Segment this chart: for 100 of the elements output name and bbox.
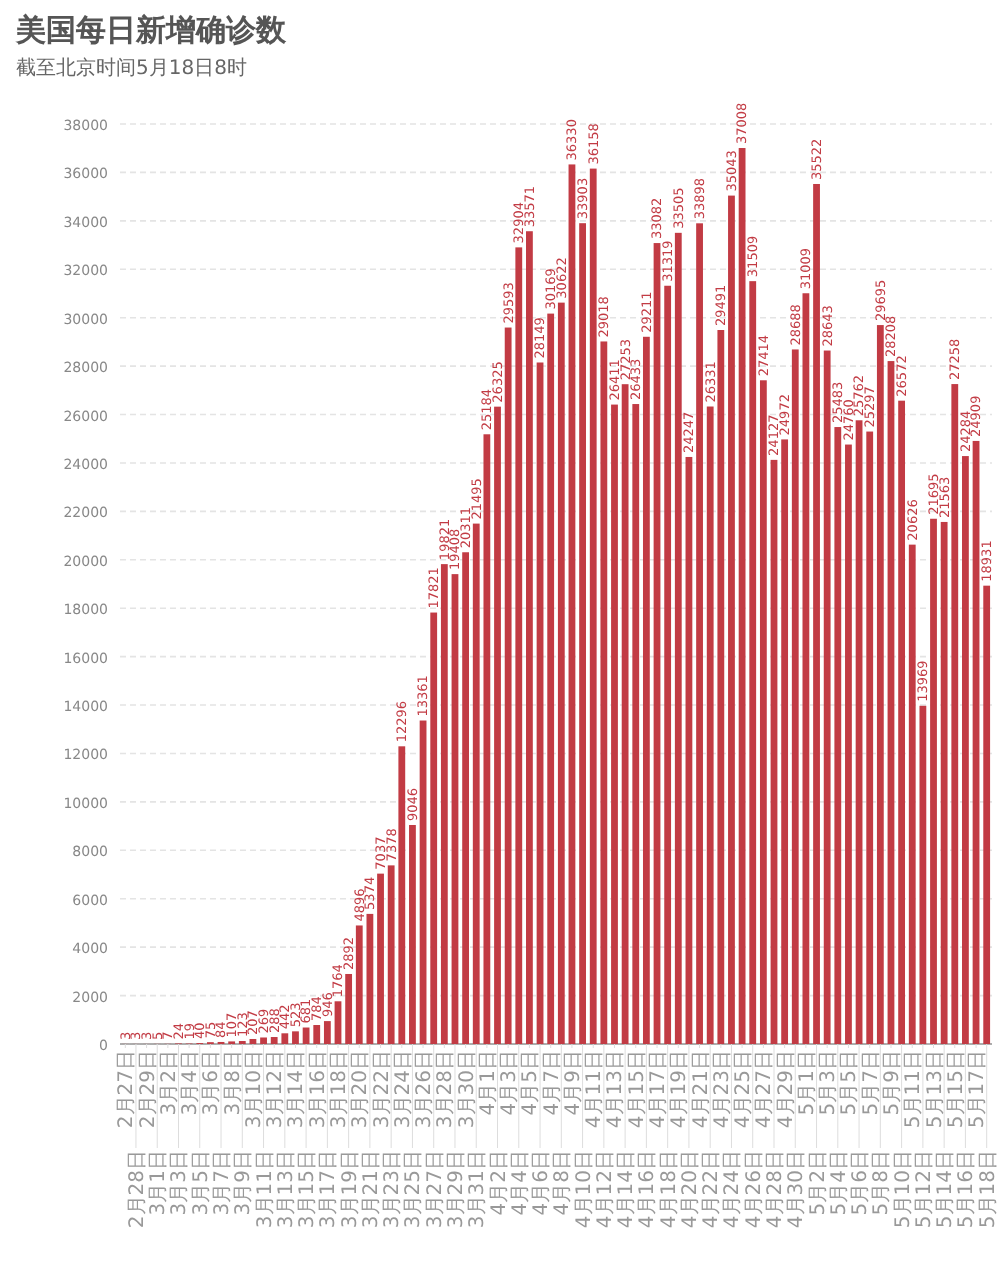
bar	[440, 564, 448, 1044]
x-tick-label: 3月2日	[158, 1050, 181, 1116]
x-tick-label: 3月13日	[275, 1150, 298, 1229]
x-tick-label: 4月4日	[509, 1150, 532, 1216]
x-tick-label: 4月23日	[711, 1050, 734, 1129]
x-tick-label: 4月11日	[584, 1050, 607, 1129]
x-tick-label: 4月10日	[573, 1150, 596, 1229]
x-tick-label: 3月5日	[190, 1150, 213, 1216]
x-tick-label: 3月9日	[233, 1150, 256, 1216]
x-tick-label: 4月29日	[775, 1050, 798, 1129]
bar	[728, 195, 735, 1044]
x-tick-label: 5月11日	[903, 1050, 926, 1129]
x-tick-label: 4月21日	[690, 1050, 713, 1129]
x-tick-label: 3月29日	[445, 1150, 468, 1229]
x-tick-label: 4月14日	[616, 1150, 639, 1229]
bar	[292, 1031, 299, 1044]
x-tick-label: 5月18日	[977, 1150, 1000, 1229]
bar	[664, 285, 672, 1044]
x-tick-label: 4月19日	[669, 1050, 692, 1129]
x-tick-label: 4月17日	[648, 1050, 671, 1129]
x-tick-label: 3月30日	[456, 1050, 479, 1129]
bar	[696, 223, 703, 1044]
x-tick-label: 4月20日	[679, 1150, 702, 1229]
bar	[526, 231, 533, 1044]
x-tick-label: 3月26日	[414, 1050, 437, 1129]
x-tick-label: 4月16日	[637, 1150, 660, 1229]
x-tick-label: 5月16日	[956, 1150, 979, 1229]
x-tick-label: 5月8日	[871, 1150, 894, 1216]
x-tick-label: 3月20日	[350, 1050, 373, 1129]
bar	[547, 313, 555, 1044]
x-tick-label: 5月1日	[796, 1050, 819, 1116]
x-tick-label: 4月12日	[594, 1150, 617, 1229]
bar	[759, 380, 767, 1044]
chart-title: 美国每日新增确诊数	[14, 12, 288, 48]
x-tick-label: 4月28日	[765, 1150, 787, 1229]
x-tick-label: 5月10日	[892, 1150, 915, 1229]
x-tick-label: 3月11日	[254, 1150, 277, 1229]
x-tick-label: 4月2日	[488, 1150, 511, 1216]
x-tick-label: 4月8日	[552, 1150, 575, 1216]
bar	[813, 183, 820, 1044]
x-tick-label: 2月28日	[126, 1150, 149, 1229]
x-tick-label: 5月7日	[860, 1050, 883, 1116]
bar	[260, 1037, 267, 1044]
x-tick-label: 5月17日	[967, 1050, 990, 1129]
x-tick-label: 3月24日	[392, 1050, 415, 1129]
bar	[494, 406, 501, 1044]
x-tick-label: 4月1日	[477, 1050, 500, 1116]
x-tick-label: 3月22日	[371, 1050, 394, 1129]
bar	[642, 336, 650, 1044]
bar	[377, 873, 384, 1044]
bar	[345, 973, 353, 1044]
x-tick-label: 2月27日	[116, 1050, 139, 1129]
x-tick-label: 5月9日	[881, 1050, 904, 1116]
x-tick-label: 3月16日	[307, 1050, 330, 1129]
x-tick-label: 4月5日	[520, 1050, 543, 1116]
bar	[962, 456, 969, 1044]
bar	[866, 431, 874, 1044]
bar	[611, 404, 618, 1044]
bar	[898, 400, 906, 1044]
x-tick-label: 3月12日	[265, 1050, 288, 1129]
x-tick-label: 4月3日	[499, 1050, 522, 1116]
x-tick-label: 4月13日	[605, 1050, 628, 1129]
x-tick-label: 3月23日	[382, 1150, 405, 1229]
x-tick-label: 5月2日	[807, 1150, 830, 1216]
x-tick-label: 5月6日	[850, 1150, 873, 1216]
bar	[876, 325, 884, 1044]
x-tick-label: 3月8日	[222, 1050, 245, 1116]
bar	[930, 518, 937, 1044]
x-tick-label: 4月26日	[743, 1150, 766, 1229]
bar	[579, 223, 586, 1044]
x-tick-label: 4月7日	[541, 1050, 564, 1116]
x-tick-label: 5月14日	[935, 1150, 958, 1229]
x-tick-label: 5月3日	[818, 1050, 841, 1116]
x-tick-label: 3月15日	[297, 1150, 320, 1229]
x-tick-label: 3月18日	[329, 1050, 351, 1129]
bar	[323, 1021, 331, 1044]
bar	[845, 444, 852, 1044]
bar	[557, 302, 565, 1044]
bar	[674, 232, 682, 1044]
x-tick-label: 5月15日	[945, 1050, 968, 1129]
x-tick-label: 3月17日	[318, 1150, 341, 1229]
x-tick-label: 3月1日	[148, 1150, 171, 1216]
x-tick-label: 3月31日	[467, 1150, 490, 1229]
x-tick-label: 5月13日	[924, 1050, 947, 1129]
x-tick-label: 4月25日	[733, 1050, 756, 1129]
x-tick-label: 2月29日	[137, 1050, 160, 1129]
x-tick-label: 3月19日	[339, 1150, 362, 1229]
x-tick-label: 3月27日	[424, 1150, 447, 1229]
bar	[462, 552, 470, 1044]
x-tick-label: 4月22日	[701, 1150, 724, 1229]
bar	[781, 439, 789, 1044]
bar	[409, 824, 416, 1044]
x-tick-label: 5月12日	[913, 1150, 936, 1229]
x-tick-label: 5月5日	[839, 1050, 862, 1116]
x-tick-label: 4月30日	[786, 1150, 809, 1229]
x-tick-label: 4月24日	[722, 1150, 745, 1229]
x-tick-label: 3月25日	[403, 1150, 426, 1229]
x-tick-label: 4月9日	[562, 1050, 585, 1116]
chart-subtitle: 截至北京时间5月18日8时	[16, 56, 247, 80]
x-tick-label: 4月18日	[658, 1150, 681, 1229]
